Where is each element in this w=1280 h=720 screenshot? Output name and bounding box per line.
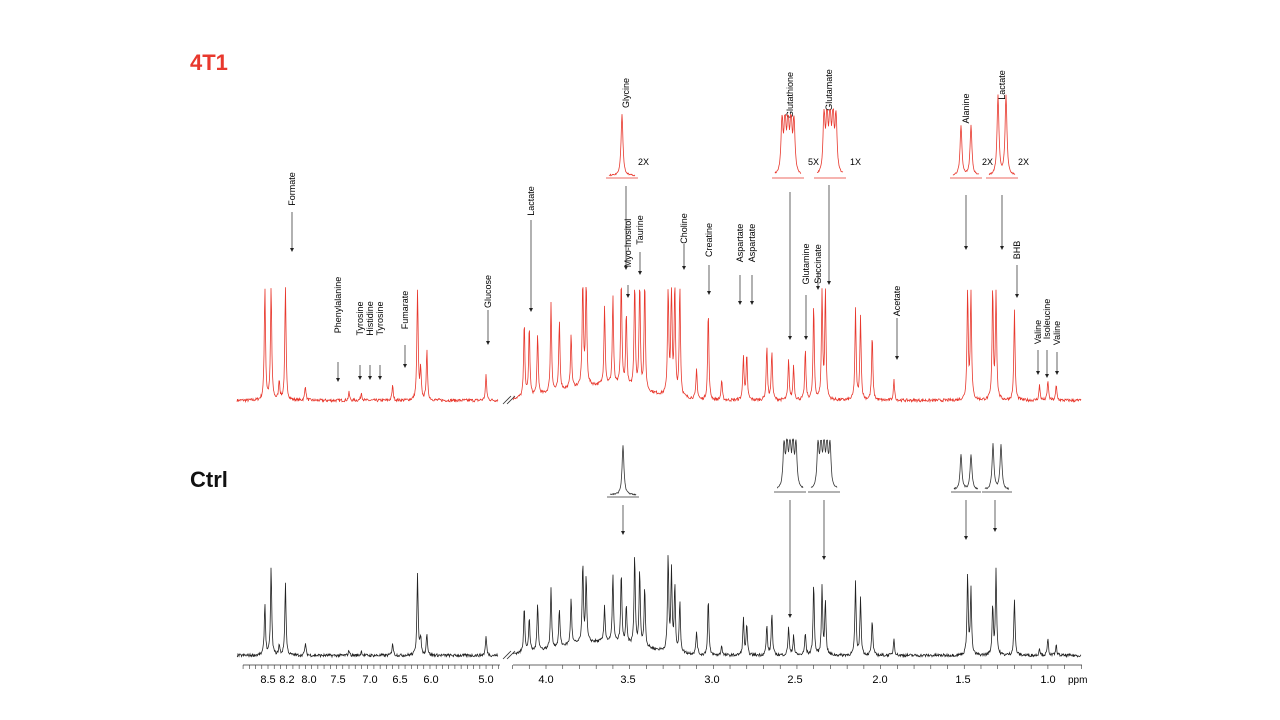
metabolite-label: Myo-Inositol	[623, 219, 633, 268]
metabolite-label: Choline	[679, 213, 689, 244]
metabolite-label: Creatine	[704, 223, 714, 257]
arrow-head	[964, 536, 968, 540]
spectrum	[512, 555, 1082, 659]
metabolite-label: Glycine	[621, 78, 631, 108]
inset-scale: 1X	[850, 157, 861, 167]
metabolite-label: Histidine	[365, 301, 375, 336]
inset-peak	[984, 443, 1010, 490]
inset-peak	[952, 124, 980, 176]
arrow-head	[993, 528, 997, 532]
spectrum	[236, 287, 499, 404]
metabolite-label: Alanine	[961, 93, 971, 123]
metabolite-label: Isoleucine	[1042, 299, 1052, 340]
arrow-head	[378, 376, 382, 380]
tick-label: 8.5	[260, 674, 275, 686]
tick-label: 6.5	[392, 674, 407, 686]
metabolite-label: Glutamate	[824, 69, 834, 111]
inset-peak	[608, 114, 636, 177]
arrow-head	[486, 341, 490, 345]
metabolite-label: Glutathione	[785, 72, 795, 118]
metabolite-label: Aspartate	[735, 224, 745, 263]
metabolite-label: Fumarate	[400, 291, 410, 330]
tick-label: 4.0	[538, 674, 553, 686]
arrow-head	[788, 614, 792, 618]
tick-label: 7.0	[362, 674, 377, 686]
metabolite-label: Tyrosine	[355, 301, 365, 335]
inset-peak	[777, 438, 804, 489]
arrow-head	[750, 301, 754, 305]
tick-label: 3.5	[620, 674, 635, 686]
metabolite-label: Valine	[1052, 321, 1062, 345]
arrow-head	[1045, 374, 1049, 378]
tick-label: 2.5	[787, 674, 802, 686]
metabolite-label: Glutamine	[801, 243, 811, 284]
inset-peak	[609, 445, 637, 496]
arrow-head	[804, 336, 808, 340]
tick-label: 8.2	[279, 674, 294, 686]
arrow-head	[336, 378, 340, 382]
arrow-head	[290, 248, 294, 252]
arrow-head	[827, 281, 831, 285]
inset-scale: 2X	[982, 157, 993, 167]
inset-scale: 5X	[808, 157, 819, 167]
arrow-head	[1036, 371, 1040, 375]
metabolite-label: Acetate	[892, 286, 902, 317]
axis-unit: ppm	[1068, 675, 1087, 686]
arrow-head	[403, 364, 407, 368]
arrow-head	[822, 556, 826, 560]
tick-label: 1.0	[1040, 674, 1055, 686]
arrow-head	[964, 246, 968, 250]
arrow-head	[816, 286, 820, 290]
metabolite-label: Succinate	[813, 244, 823, 284]
tick-label: 7.5	[330, 674, 345, 686]
tick-label: 2.0	[872, 674, 887, 686]
tick-label: 5.0	[478, 674, 493, 686]
inset-peak	[988, 94, 1016, 176]
arrow-head	[1055, 371, 1059, 375]
inset-peak	[810, 439, 838, 488]
metabolite-label: BHB	[1012, 241, 1022, 260]
arrow-head	[529, 308, 533, 312]
axis-break	[502, 395, 516, 405]
metabolite-label: Taurine	[635, 215, 645, 245]
inset-peak	[774, 113, 802, 174]
inset-scale: 2X	[1018, 157, 1029, 167]
arrow-head	[895, 356, 899, 360]
panel-label: 4T1	[190, 50, 228, 75]
tick-label: 6.0	[423, 674, 438, 686]
metabolite-label: Phenylalanine	[333, 277, 343, 334]
metabolite-label: Glucose	[483, 275, 493, 308]
inset-scale: 2X	[638, 157, 649, 167]
arrow-head	[1015, 294, 1019, 298]
arrow-head	[682, 266, 686, 270]
arrow-head	[621, 531, 625, 535]
metabolite-label: Aspartate	[747, 224, 757, 263]
metabolite-label: Formate	[287, 172, 297, 206]
metabolite-label: Valine	[1033, 320, 1043, 344]
arrow-head	[707, 291, 711, 295]
metabolite-label: Lactate	[997, 70, 1007, 100]
arrow-head	[1000, 246, 1004, 250]
arrow-head	[368, 376, 372, 380]
arrow-head	[638, 271, 642, 275]
spectrum	[512, 286, 1082, 404]
inset-peak	[953, 454, 978, 491]
metabolite-label: Lactate	[526, 186, 536, 216]
tick-label: 3.0	[704, 674, 719, 686]
axis-break	[502, 650, 516, 660]
spectrum	[236, 567, 499, 659]
panel-label: Ctrl	[190, 467, 228, 492]
arrow-head	[626, 294, 630, 298]
inset-peak	[816, 108, 844, 174]
tick-label: 1.5	[955, 674, 970, 686]
arrow-head	[738, 301, 742, 305]
arrow-head	[358, 376, 362, 380]
arrow-head	[788, 336, 792, 340]
arrow-head	[624, 266, 628, 270]
tick-label: 8.0	[301, 674, 316, 686]
metabolite-label: Tyrosine	[375, 301, 385, 335]
